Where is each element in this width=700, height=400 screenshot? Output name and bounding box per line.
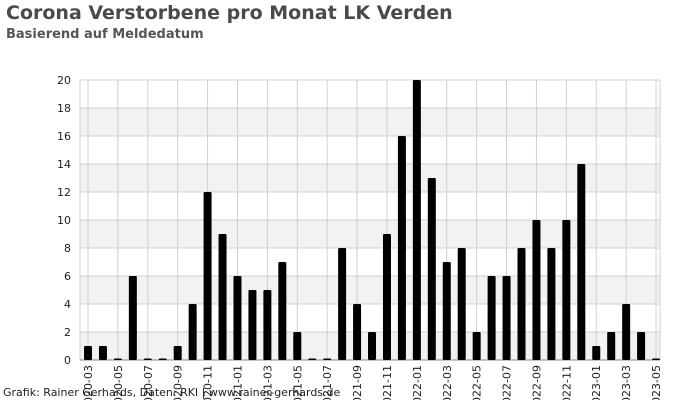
bar [562, 220, 571, 360]
y-tick-label: 16 [57, 130, 71, 143]
bar [143, 358, 152, 360]
chart-title: Corona Verstorbene pro Monat LK Verden [6, 2, 453, 24]
bar [248, 290, 257, 360]
bar [517, 248, 526, 360]
chart-subtitle: Basierend auf Meldedatum [6, 27, 204, 42]
bar [502, 276, 511, 360]
y-tick-label: 6 [64, 270, 71, 283]
bar [637, 332, 646, 360]
bar [84, 346, 92, 360]
bar [353, 304, 362, 360]
bar [607, 332, 616, 360]
x-tick-label: 2023-05 [650, 365, 663, 400]
y-tick-label: 2 [64, 326, 71, 339]
bar [263, 290, 272, 360]
x-tick-label: 2022-11 [560, 365, 573, 400]
bar [203, 192, 212, 360]
grid-band [80, 276, 660, 304]
x-tick-label: 2022-03 [441, 365, 454, 400]
bar [188, 304, 197, 360]
grid-bands [80, 108, 660, 360]
grid-band [80, 220, 660, 248]
x-tick-label: 2020-07 [142, 365, 155, 400]
bar [397, 136, 406, 360]
x-tick-label: 2021-01 [231, 365, 244, 400]
x-tick-label: 2022-07 [501, 365, 514, 400]
bar [368, 332, 377, 360]
bar [592, 346, 601, 360]
bar [472, 332, 481, 360]
bar [113, 358, 122, 360]
x-tick-label: 2022-09 [530, 365, 543, 400]
x-tick-label: 2020-03 [82, 365, 95, 400]
grid-band [80, 164, 660, 192]
y-tick-label: 12 [57, 186, 71, 199]
x-tick-label: 2021-09 [351, 365, 364, 400]
bar [427, 178, 436, 360]
x-tick-label: 2023-03 [620, 365, 633, 400]
y-tick-label: 0 [64, 354, 71, 367]
bar [233, 276, 242, 360]
bar [382, 234, 391, 360]
bar [457, 248, 466, 360]
bar [487, 276, 496, 360]
bar [547, 248, 556, 360]
bar [278, 262, 287, 360]
bar [128, 276, 137, 360]
x-tick-label: 2020-05 [112, 365, 125, 400]
bar [308, 358, 317, 360]
y-tick-label: 10 [57, 214, 71, 227]
y-axis: 0 2 4 6 8 10 12 14 16 18 20 [57, 74, 71, 367]
x-tick-label: 2021-05 [291, 365, 304, 400]
y-tick-label: 20 [57, 74, 71, 87]
source-credit: Grafik: Rainer Gerhards, Daten: RKI | ww… [3, 386, 341, 399]
y-tick-label: 4 [64, 298, 71, 311]
bar [442, 262, 451, 360]
bar [293, 332, 302, 360]
y-tick-label: 18 [57, 102, 71, 115]
bar [173, 346, 182, 360]
bar [652, 358, 661, 360]
bar [218, 234, 227, 360]
x-axis: 2020-03 2020-05 2020-07 2020-09 2020-11 2021-… [82, 365, 663, 400]
x-tick-label: 2021-03 [261, 365, 274, 400]
x-tick-label: 2021-11 [381, 365, 394, 400]
grid-band [80, 108, 660, 136]
x-tick-label: 2023-01 [590, 365, 603, 400]
y-tick-label: 14 [57, 158, 71, 171]
bar [158, 358, 167, 360]
bar-series [84, 80, 661, 360]
x-tick-label: 2020-11 [202, 365, 215, 400]
x-tick-label: 2022-05 [471, 365, 484, 400]
x-tick-label: 2020-09 [172, 365, 185, 400]
bar [323, 358, 332, 360]
bar [98, 346, 107, 360]
x-tick-label: 2022-01 [411, 365, 424, 400]
bar [338, 248, 347, 360]
x-tick-label: 2021-07 [321, 365, 334, 400]
bar [412, 80, 421, 360]
bar [622, 304, 631, 360]
y-tick-label: 8 [64, 242, 71, 255]
bar [532, 220, 541, 360]
bar [577, 164, 586, 360]
